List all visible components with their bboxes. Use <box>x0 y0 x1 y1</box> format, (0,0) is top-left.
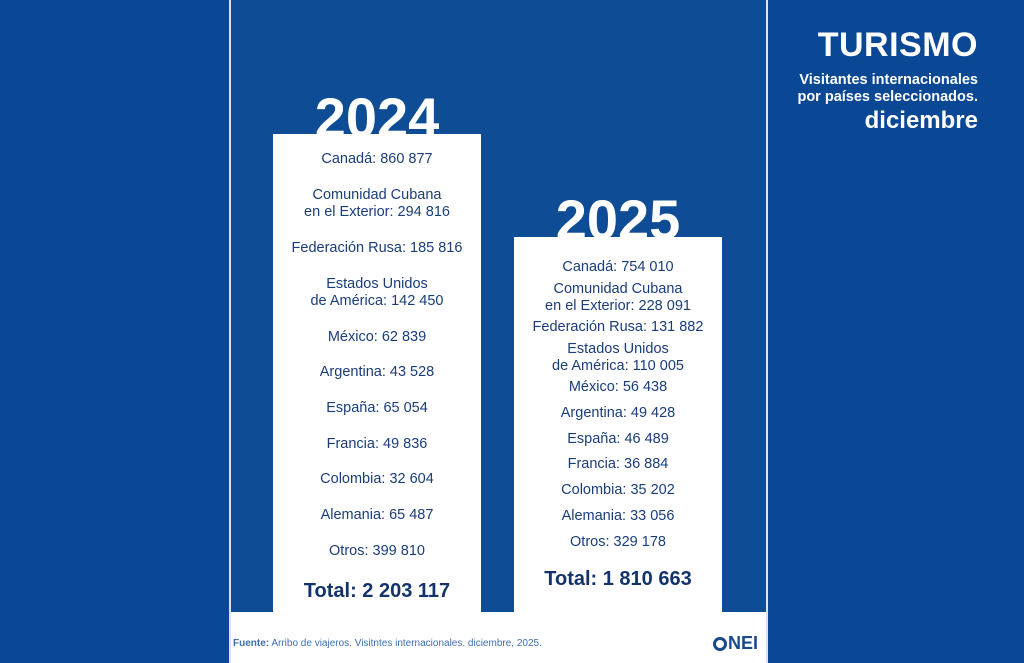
row-2025-0: Canadá: 754 010 <box>562 259 674 276</box>
subtitle-line-1: Visitantes internacionales <box>799 72 978 88</box>
subtitle-line-2: por países seleccionados. <box>797 89 978 105</box>
row-2024-6: España: 65 054 <box>326 399 428 416</box>
row-2025-10: Otros: 329 178 <box>570 533 666 550</box>
row-2025-4: México: 56 438 <box>568 378 668 395</box>
row-2024-9: Alemania: 65 487 <box>320 506 434 523</box>
logo-text: NEI <box>728 633 759 653</box>
footer-strip <box>231 612 766 663</box>
source-text: Arribo de viajeros. Visitntes internacio… <box>269 638 542 649</box>
month-label: diciembre <box>864 107 978 134</box>
row-2024-5: Argentina: 43 528 <box>319 364 435 381</box>
column-2025: Canadá: 754 010 Comunidad Cubana en el Ex… <box>514 237 722 612</box>
right-divider <box>766 0 768 663</box>
logo-o-icon <box>713 636 727 651</box>
row-2024-10: Otros: 399 810 <box>329 542 425 559</box>
row-2024-8: Colombia: 32 604 <box>320 471 434 488</box>
row-2025-5: Argentina: 49 428 <box>560 404 676 421</box>
infographic-title: TURISMO <box>817 26 978 64</box>
infographic-subtitle: Visitantes internacionales por países se… <box>797 72 978 106</box>
row-2025-8: Colombia: 35 202 <box>561 482 675 499</box>
total-2025: Total: 1 810 663 <box>544 567 692 590</box>
row-2024-4: México: 62 839 <box>327 328 427 345</box>
row-2024-7: Francia: 49 836 <box>326 435 428 452</box>
source-label: Fuente: <box>233 638 270 649</box>
row-2024-0: Canadá: 860 877 <box>321 151 433 168</box>
row-2025-9: Alemania: 33 056 <box>561 507 675 524</box>
row-2024-1: Comunidad Cubana en el Exterior: 294 816 <box>304 187 450 221</box>
row-2025-2: Federación Rusa: 131 882 <box>532 319 704 336</box>
row-2025-3: Estados Unidos de América: 110 005 <box>552 340 684 374</box>
source-note: Fuente: Arribo de viajeros. Visitntes in… <box>233 638 542 649</box>
column-2024: Canadá: 860 877 Comunidad Cubana en el Ex… <box>273 134 481 612</box>
row-2025-1: Comunidad Cubana en el Exterior: 228 091 <box>545 280 691 314</box>
row-2024-2: Federación Rusa: 185 816 <box>291 239 463 256</box>
total-2024: Total: 2 203 117 <box>303 579 451 602</box>
row-2025-7: Francia: 36 884 <box>567 456 669 473</box>
left-divider <box>229 0 231 663</box>
row-2024-3: Estados Unidos de América: 142 450 <box>310 275 444 309</box>
onei-logo: NEI <box>713 633 758 654</box>
row-2025-6: España: 46 489 <box>567 430 669 447</box>
